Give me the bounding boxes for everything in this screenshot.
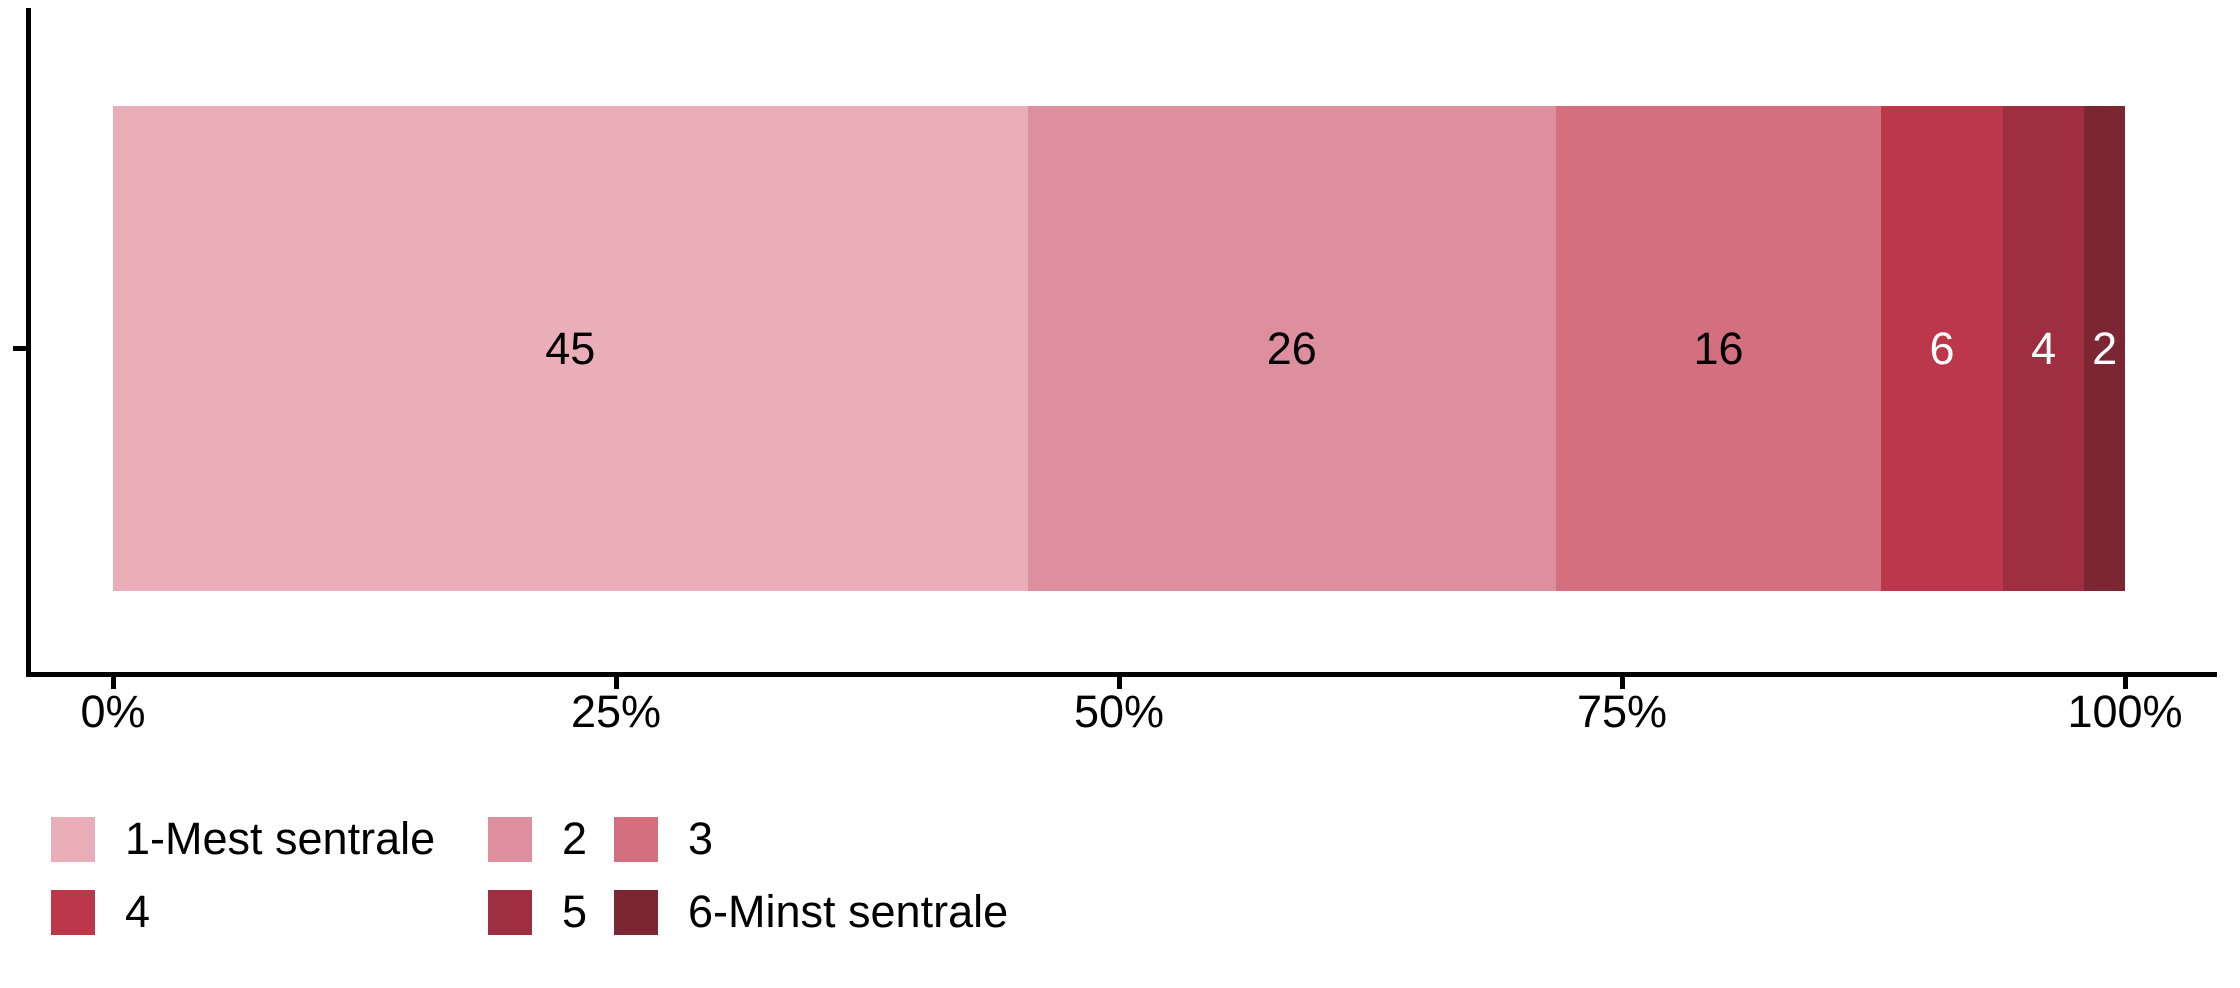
x-axis-tick [1116, 677, 1122, 689]
legend-label-6: 6-Minst sentrale [688, 886, 1009, 937]
bar-segment-value: 26 [1266, 322, 1317, 374]
legend-key-2 [488, 817, 532, 862]
bar-segment-value: 16 [1693, 322, 1744, 374]
bar-segment-4: 6 [1881, 106, 2004, 591]
legend-label-3: 3 [688, 813, 714, 864]
bar-segment-6: 2 [2084, 106, 2125, 591]
bar-segment-5: 4 [2003, 106, 2085, 591]
x-axis-tick [613, 677, 619, 689]
legend-key-1 [51, 817, 95, 862]
bar-segment-2: 26 [1027, 106, 1556, 591]
bar-segment-1: 45 [113, 106, 1028, 591]
x-axis-tick-label: 75% [1576, 686, 1668, 737]
legend-key-5 [488, 890, 532, 935]
legend-label-2: 2 [562, 813, 588, 864]
bar-segment-value: 2 [2092, 322, 2118, 374]
x-axis-line [26, 672, 2217, 677]
x-axis-tick [1619, 677, 1625, 689]
y-axis-tick [13, 346, 26, 351]
bar-segment-3: 16 [1555, 106, 1882, 591]
bar-segment-value: 6 [1929, 322, 1955, 374]
x-axis-tick-label: 0% [80, 686, 146, 737]
bar-segment-value: 45 [545, 322, 596, 374]
x-axis-tick-label: 25% [570, 686, 662, 737]
bar-segment-value: 4 [2031, 322, 2057, 374]
legend-label-5: 5 [562, 886, 588, 937]
legend-label-1: 1-Mest sentrale [125, 813, 436, 864]
legend-key-6 [614, 890, 658, 935]
legend-key-4 [51, 890, 95, 935]
legend-key-3 [614, 817, 658, 862]
legend-label-4: 4 [125, 886, 151, 937]
x-axis-tick [2122, 677, 2128, 689]
stacked-bar: 45 26 16 6 4 2 [113, 106, 2125, 591]
x-axis-tick [110, 677, 116, 689]
y-axis-line [26, 8, 31, 677]
x-axis-tick-label: 50% [1073, 686, 1165, 737]
x-axis-tick-label: 100% [2067, 686, 2183, 737]
